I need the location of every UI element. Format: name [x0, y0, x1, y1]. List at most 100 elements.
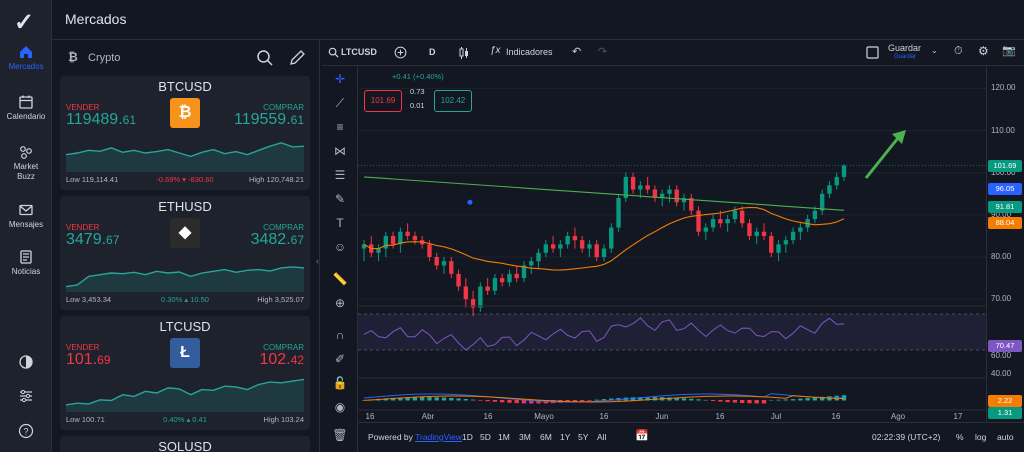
- range-button-5y[interactable]: 5Y: [578, 432, 589, 442]
- macd-histogram-bar: [820, 396, 825, 401]
- buy-price-box[interactable]: 102.42: [434, 90, 472, 112]
- range-button-all[interactable]: All: [597, 432, 607, 442]
- horizontal-lines-icon[interactable]: ≡: [336, 120, 344, 134]
- trendline-icon[interactable]: ⟋: [335, 96, 345, 110]
- layout-icon[interactable]: [866, 46, 879, 59]
- candle-body: [587, 244, 592, 249]
- sell-price[interactable]: 101.69: [66, 351, 111, 369]
- range-button-3m[interactable]: 3M: [519, 432, 531, 442]
- lock-drawing-icon[interactable]: ✐: [334, 352, 346, 366]
- macd-histogram-bar: [478, 400, 483, 401]
- pattern-icon[interactable]: ⋈: [334, 144, 346, 158]
- category-label[interactable]: Crypto: [88, 52, 121, 64]
- percent-scale-toggle[interactable]: %: [956, 432, 964, 442]
- buy-price[interactable]: 102.42: [260, 351, 305, 369]
- search-icon[interactable]: [328, 47, 339, 58]
- auto-scale-toggle[interactable]: auto: [997, 432, 1014, 442]
- help-button[interactable]: ?: [0, 423, 52, 441]
- sell-price[interactable]: 3479.67: [66, 231, 119, 249]
- calendar-icon: [19, 95, 33, 109]
- collapse-panel-chevron-icon[interactable]: ‹: [316, 256, 319, 266]
- rail-item-mercados[interactable]: Mercados: [0, 44, 52, 72]
- range-button-5d[interactable]: 5D: [480, 432, 491, 442]
- sparkline-line: [66, 142, 304, 158]
- sell-price-decimals: 69: [97, 353, 111, 367]
- indicators-button[interactable]: Indicadores: [506, 47, 553, 57]
- candle-body: [623, 176, 628, 198]
- gear-icon[interactable]: ⚙: [978, 44, 989, 58]
- redo-icon[interactable]: ↷: [598, 46, 608, 58]
- macd-histogram-bar: [500, 400, 505, 403]
- magnet-icon[interactable]: ∩: [335, 328, 345, 342]
- range-button-1m[interactable]: 1M: [498, 432, 510, 442]
- trash-icon[interactable]: 🗑: [332, 428, 348, 442]
- symbol-button[interactable]: LTCUSD: [341, 47, 377, 57]
- alert-icon[interactable]: ⏱: [954, 45, 963, 57]
- rsi-tick-label: 60.00: [991, 351, 1012, 360]
- undo-icon[interactable]: ↶: [572, 46, 582, 58]
- search-icon[interactable]: [256, 49, 274, 67]
- text-tool-icon[interactable]: T: [336, 216, 344, 230]
- price-axis[interactable]: 120.00 110.00 100.00 90.00 80.00 70.00 101.69 9…: [986, 66, 1024, 422]
- brand-logo[interactable]: ✓: [14, 9, 35, 36]
- time-tick-label: Mayo: [534, 412, 554, 421]
- macd-histogram-bar: [732, 400, 738, 403]
- compare-add-icon[interactable]: [394, 46, 407, 59]
- candles-icon[interactable]: [458, 46, 470, 60]
- market-card-btcusd[interactable]: BTCUSD VENDER COMPRAR 119489.61 119559.61 ₿ Lo…: [60, 76, 310, 190]
- price-chart[interactable]: 16 Abr 16 Mayo 16 Jun 16 Jul 16 Ago 17: [358, 66, 986, 422]
- price-tick-label: 80.00: [991, 252, 1012, 261]
- candle-body: [449, 261, 454, 274]
- rail-item-calendario[interactable]: Calendario: [0, 94, 52, 122]
- tradingview-link[interactable]: TradingView: [415, 432, 462, 442]
- market-card-solusd[interactable]: SOLUSD: [60, 436, 310, 452]
- sell-price[interactable]: 119489.61: [66, 111, 136, 129]
- candle-body: [769, 235, 774, 253]
- range-button-1y[interactable]: 1Y: [560, 432, 571, 442]
- rail-label: Noticias: [11, 267, 41, 276]
- chevron-down-icon[interactable]: ⌄: [931, 46, 938, 55]
- rail-item-noticias[interactable]: Noticias: [0, 249, 52, 277]
- ruler-icon[interactable]: 📏: [332, 272, 348, 286]
- buy-label[interactable]: COMPRAR: [263, 223, 304, 232]
- emoji-icon[interactable]: ☺: [333, 240, 347, 254]
- range-button-1d[interactable]: 1D: [462, 432, 473, 442]
- buy-label[interactable]: COMPRAR: [263, 343, 304, 352]
- eye-icon[interactable]: ◉: [334, 400, 346, 414]
- sell-label[interactable]: VENDER: [66, 103, 100, 112]
- candle-body: [390, 235, 396, 245]
- macd-histogram-bar: [521, 400, 527, 404]
- buy-label[interactable]: COMPRAR: [263, 103, 304, 112]
- zoom-in-icon[interactable]: ⊕: [334, 296, 346, 310]
- market-card-ltcusd[interactable]: LTCUSD VENDER COMPRAR 101.69 102.42 Ł Low 100.…: [60, 316, 310, 430]
- rail-item-market-buzz[interactable]: Market Buzz: [0, 144, 52, 182]
- market-card-ethusd[interactable]: ETHUSD VENDER COMPRAR 3479.67 3482.67 ◆ Low 3,…: [60, 196, 310, 310]
- range-button-6m[interactable]: 6M: [540, 432, 552, 442]
- macd-histogram-bar: [783, 399, 788, 401]
- rail-item-mensajes[interactable]: Mensajes: [0, 202, 52, 230]
- candle-body: [790, 231, 796, 241]
- sell-label[interactable]: VENDER: [66, 223, 100, 232]
- log-scale-toggle[interactable]: log: [975, 432, 987, 442]
- rsi-line: [363, 317, 845, 351]
- edit-icon[interactable]: [288, 49, 306, 67]
- markets-panel: ₿ Crypto BTCUSD VENDER COMPRAR 119489.61 119…: [52, 40, 320, 452]
- crosshair-icon[interactable]: ✛: [334, 72, 346, 86]
- brush-icon[interactable]: ✎: [334, 192, 346, 206]
- rail-label: Market Buzz: [13, 162, 39, 181]
- sell-price-box[interactable]: 101.69: [364, 90, 402, 112]
- interval-button[interactable]: D: [429, 47, 436, 57]
- buy-price[interactable]: 3482.67: [251, 231, 304, 249]
- save-button[interactable]: Guardar: [888, 43, 922, 53]
- sell-label[interactable]: VENDER: [66, 343, 100, 352]
- candle-body: [616, 198, 621, 228]
- theme-toggle[interactable]: [0, 354, 52, 372]
- camera-icon[interactable]: 📷: [1002, 45, 1016, 57]
- lock-icon[interactable]: 🔓: [332, 376, 348, 390]
- settings-sliders-button[interactable]: [0, 388, 52, 406]
- date-range-icon[interactable]: 📅: [635, 430, 649, 442]
- candle-body: [798, 227, 803, 232]
- fib-icon[interactable]: ☰: [334, 168, 346, 182]
- buy-price[interactable]: 119559.61: [234, 111, 304, 129]
- macd-histogram-bar: [412, 397, 418, 401]
